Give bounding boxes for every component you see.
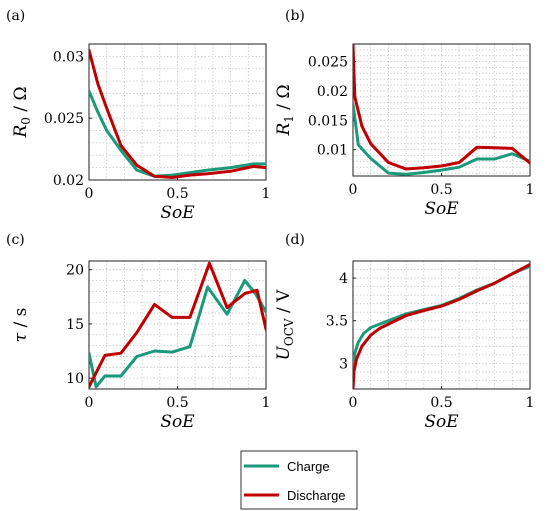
series-line-discharge (89, 261, 266, 389)
x-tick-label: 0.5 (430, 182, 452, 198)
y-tick-label: 15 (66, 317, 84, 333)
x-tick-label: 0 (349, 182, 358, 198)
y-axis-label-unit: / s (11, 308, 31, 333)
x-tick-label: 0.5 (166, 186, 188, 202)
series-line-charge (89, 279, 266, 389)
x-tick-label: 0 (85, 395, 94, 411)
y-tick-label: 10 (66, 371, 84, 387)
y-axis-label-unit: / Ω (11, 86, 31, 117)
y-axis-label-main: τ (11, 332, 31, 342)
x-tick-label: 1 (526, 395, 535, 411)
legend-label-discharge: Discharge (287, 488, 346, 503)
y-axis-label-sub: 0 (19, 117, 33, 125)
x-tick-label: 1 (262, 186, 271, 202)
chart-panel-c: (c) 0 0.5 1 10 15 20 SoE τ / s (6, 232, 270, 432)
y-axis-label: UOCV / V (274, 289, 296, 361)
y-tick-label: 3 (339, 356, 348, 372)
x-tick-label: 0.5 (430, 395, 452, 411)
series-line-discharge (89, 48, 266, 179)
panel-label: (a) (6, 8, 25, 24)
grid (353, 261, 530, 389)
x-tick-label: 1 (526, 182, 535, 198)
chart-panel-d: (d) 0 0.5 1 3 3.5 4 SoE UOCV / V (274, 232, 534, 432)
panel-label: (c) (6, 232, 25, 248)
y-tick-label: 0.015 (308, 113, 348, 129)
grid (89, 44, 266, 180)
y-tick-label: 4 (339, 271, 348, 287)
legend: Charge Discharge (240, 450, 358, 510)
y-axis-label-sub: OCV (282, 318, 296, 346)
y-tick-label: 0.01 (317, 143, 348, 159)
y-axis-label-main: R (274, 123, 294, 137)
y-tick-label: 0.02 (53, 173, 84, 189)
y-tick-label: 3.5 (326, 314, 348, 330)
y-axis-label-main: U (274, 345, 294, 360)
x-tick-label: 0.5 (166, 395, 188, 411)
y-axis-label-main: R (11, 125, 31, 139)
x-axis-label: SoE (424, 199, 459, 219)
x-axis-label: SoE (160, 412, 195, 432)
y-tick-label: 20 (66, 263, 84, 279)
legend-box (240, 450, 358, 510)
grid (89, 261, 266, 389)
x-axis-label: SoE (160, 203, 195, 223)
y-tick-label: 0.025 (308, 55, 348, 71)
y-axis-label: τ / s (11, 308, 31, 343)
legend-label-charge: Charge (287, 459, 330, 474)
x-axis-label: SoE (424, 412, 459, 432)
series-line-charge (353, 102, 530, 176)
x-tick-label: 1 (262, 395, 271, 411)
y-axis-label-sub: 1 (282, 115, 296, 123)
series-line-charge (353, 264, 530, 370)
panel-label: (d) (285, 232, 305, 248)
panel-label: (b) (285, 8, 305, 24)
y-axis-label: R1 / Ω (274, 84, 296, 136)
y-tick-label: 0.02 (317, 84, 348, 100)
y-tick-label: 0.03 (53, 49, 84, 65)
y-axis-label-unit: / Ω (274, 84, 294, 115)
series-line-discharge (353, 44, 530, 171)
x-tick-label: 0 (349, 395, 358, 411)
y-axis-label-unit: / V (274, 289, 294, 319)
x-tick-label: 0 (85, 186, 94, 202)
y-tick-label: 0.025 (44, 111, 84, 127)
series-line-discharge (353, 262, 530, 389)
y-axis-label: R0 / Ω (11, 86, 33, 138)
grid (353, 44, 530, 176)
